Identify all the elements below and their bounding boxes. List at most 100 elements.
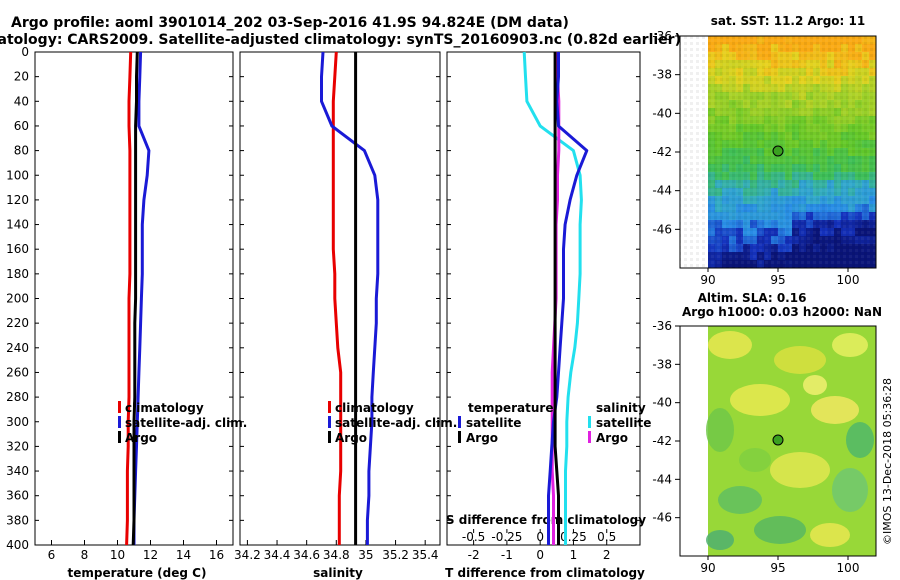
x-tick-label: 0.5 <box>597 530 616 544</box>
legend-swatch-argo <box>328 431 331 443</box>
legend-salinity-title: salinity <box>596 401 646 415</box>
legend-swatch-s-argo <box>588 431 591 443</box>
x-tick-label: 35.4 <box>412 548 439 562</box>
x-tick-label: 35.2 <box>382 548 409 562</box>
difference-profiles <box>522 51 589 545</box>
salinity-difference-x-ticks: -0.5 -0.25 0 0.25 0.5 <box>462 529 616 544</box>
depth-tick-label: 260 <box>6 365 29 379</box>
t-difference-axis-label: T difference from climatology <box>445 566 645 580</box>
lon-tick-label: 100 <box>837 273 860 287</box>
depth-tick-label: 160 <box>6 242 29 256</box>
sla-patch <box>811 396 859 424</box>
lat-tick-label: -38 <box>652 68 672 82</box>
depth-tick-label: 220 <box>6 316 29 330</box>
depth-tick-label: 320 <box>6 439 29 453</box>
lat-tick-label: -40 <box>652 106 672 120</box>
x-tick-label: 35 <box>358 548 373 562</box>
temperature-x-ticks: 6 8 10 12 14 16 <box>48 540 224 562</box>
legend-label-t-argo: Argo <box>466 431 498 445</box>
lat-tick-label: -46 <box>652 222 672 236</box>
legend-label-argo: Argo <box>335 431 367 445</box>
depth-tick-label: 380 <box>6 513 29 527</box>
sst-map-title: sat. SST: 11.2 Argo: 11 <box>711 14 865 28</box>
sla-patch <box>754 516 806 544</box>
depth-tick-label: 360 <box>6 489 29 503</box>
lat-tick-label: -42 <box>652 434 672 448</box>
x-tick-label: -0.5 <box>462 530 485 544</box>
depth-tick-label: 120 <box>6 193 29 207</box>
sla-map-title: Altim. SLA: 0.16 <box>698 291 807 305</box>
difference-legend: temperature satellite Argo salinity sate… <box>458 401 651 445</box>
x-tick-label: 8 <box>81 548 89 562</box>
legend-label-climatology: climatology <box>335 401 414 415</box>
x-tick-label: 14 <box>176 548 191 562</box>
depth-tick-label: 280 <box>6 390 29 404</box>
sla-argo-marker <box>772 434 784 446</box>
temperature-legend: climatology satellite-adj. clim. Argo <box>118 401 247 445</box>
sst-map <box>679 35 877 269</box>
sla-patch <box>708 331 752 359</box>
sla-patch <box>730 384 790 416</box>
x-tick-label: 2 <box>603 548 611 562</box>
sst-lon-ticks: 90 95 100 <box>700 268 859 287</box>
sla-anomaly-patches <box>706 331 874 550</box>
lon-tick-label: 90 <box>700 561 715 575</box>
sla-patch <box>832 333 868 357</box>
sla-map-subtitle: Argo h1000: 0.03 h2000: NaN <box>682 305 882 319</box>
depth-tick-label: 80 <box>14 144 29 158</box>
depth-tick-label: 240 <box>6 341 29 355</box>
x-tick-label: -2 <box>468 548 480 562</box>
difference-panel-frame <box>446 51 641 546</box>
sla-patch <box>810 523 850 547</box>
depth-tick-labels: 0 20 40 60 80 100 120 140 160 180 200 220 240 260 280 3… <box>6 45 29 552</box>
x-tick-label: -0.25 <box>491 530 522 544</box>
legend-temperature-title: temperature <box>468 401 553 415</box>
salinity-legend: climatology satellite-adj. clim. Argo <box>328 401 457 445</box>
sla-patch <box>718 486 762 514</box>
sla-patch <box>774 346 826 374</box>
figure-title-line-1: Argo profile: aoml 3901014_202 03-Sep-20… <box>11 15 569 31</box>
sst-argo-marker <box>772 145 784 157</box>
legend-label-climatology: climatology <box>125 401 204 415</box>
legend-label-satellite: satellite-adj. clim. <box>125 416 247 430</box>
lat-tick-label: -44 <box>652 184 672 198</box>
depth-tick-label: 60 <box>14 119 29 133</box>
lat-tick-label: -44 <box>652 472 672 486</box>
depth-tick-marks <box>35 51 640 546</box>
sst-lat-ticks: -36 -38 -40 -42 -44 -46 <box>652 29 680 236</box>
depth-tick-label: 180 <box>6 267 29 281</box>
lon-tick-label: 90 <box>700 273 715 287</box>
sla-lat-ticks: -36 -38 -40 -42 -44 -46 <box>652 319 680 525</box>
temperature-climatology-line <box>125 51 133 546</box>
lon-tick-label: 100 <box>837 561 860 575</box>
legend-swatch-climatology <box>118 401 121 413</box>
legend-swatch-t-satellite <box>458 416 461 428</box>
legend-swatch-satellite <box>328 416 331 428</box>
difference-x-ticks: -2 -1 0 1 2 <box>468 540 611 562</box>
lat-tick-label: -42 <box>652 145 672 159</box>
sla-patch <box>832 468 868 512</box>
x-tick-label: 0 <box>536 548 544 562</box>
x-tick-label: 6 <box>48 548 56 562</box>
legend-label-s-satellite: satellite <box>596 416 651 430</box>
x-tick-label: 34.2 <box>234 548 261 562</box>
sla-patch <box>770 452 830 488</box>
legend-label-argo: Argo <box>125 431 157 445</box>
sla-map <box>679 325 877 557</box>
salinity-difference-satellite-line <box>522 51 583 545</box>
salinity-climatology-line <box>331 51 343 545</box>
credit-stamp: ©IMOS 13-Dec-2018 05:36:28 <box>881 378 894 545</box>
x-tick-label: 34.4 <box>264 548 291 562</box>
salinity-axis-label: salinity <box>313 566 363 580</box>
temperature-difference-satellite-line <box>547 52 589 545</box>
x-tick-label: -1 <box>501 548 513 562</box>
lat-tick-label: -36 <box>652 29 672 43</box>
sla-patch <box>846 422 874 458</box>
legend-swatch-climatology <box>328 401 331 413</box>
depth-tick-label: 100 <box>6 168 29 182</box>
lat-tick-label: -38 <box>652 357 672 371</box>
depth-tick-label: 400 <box>6 538 29 552</box>
x-tick-label: 10 <box>110 548 125 562</box>
legend-swatch-t-argo <box>458 431 461 443</box>
